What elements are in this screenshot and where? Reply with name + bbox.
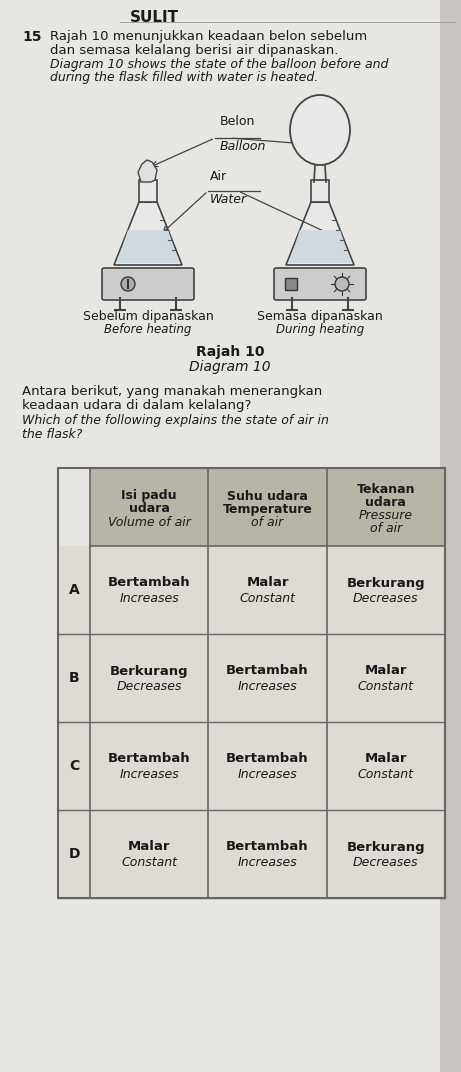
Ellipse shape [290,95,350,165]
Text: Tekanan: Tekanan [356,483,415,496]
Bar [58,810,445,898]
Text: Belon: Belon [220,115,255,128]
Text: Suhu udara: Suhu udara [227,490,308,503]
Text: Decreases: Decreases [353,592,419,605]
Text: Bertambah: Bertambah [108,753,190,765]
Text: Volume of air: Volume of air [108,516,190,528]
Text: Decreases: Decreases [117,680,182,693]
Text: Bertambah: Bertambah [108,577,190,590]
Text: Malar: Malar [365,753,407,765]
Text: Rajah 10 menunjukkan keadaan belon sebelum: Rajah 10 menunjukkan keadaan belon sebel… [50,30,367,43]
Text: Increases: Increases [119,592,179,605]
Bar [139,180,157,202]
Text: dan semasa kelalang berisi air dipanaskan.: dan semasa kelalang berisi air dipanaska… [50,44,338,57]
Polygon shape [114,202,182,265]
Text: Bertambah: Bertambah [226,753,309,765]
Bar [90,468,445,546]
Text: Temperature: Temperature [223,503,313,516]
Text: Before heating: Before heating [104,323,192,336]
Text: Pressure: Pressure [359,509,413,522]
Text: Diagram 10: Diagram 10 [189,360,271,374]
Text: Which of the following explains the state of air in: Which of the following explains the stat… [22,414,329,427]
Bar [285,278,297,291]
Polygon shape [117,230,179,263]
Text: Berkurang: Berkurang [347,840,425,853]
Text: Berkurang: Berkurang [347,577,425,590]
Polygon shape [138,160,157,182]
FancyBboxPatch shape [274,268,366,300]
Text: keadaan udara di dalam kelalang?: keadaan udara di dalam kelalang? [22,399,251,412]
Bar [311,180,329,202]
Text: of air: of air [370,522,402,535]
Text: Air: Air [210,170,227,183]
Text: D: D [68,847,80,861]
Text: Constant: Constant [358,680,414,693]
Text: udara: udara [129,503,170,516]
Circle shape [121,277,135,291]
Text: Increases: Increases [119,768,179,780]
Text: Bertambah: Bertambah [226,840,309,853]
Text: Semasa dipanaskan: Semasa dipanaskan [257,310,383,323]
Text: Diagram 10 shows the state of the balloon before and: Diagram 10 shows the state of the balloo… [50,58,388,71]
Bar [440,0,461,1072]
Text: Constant: Constant [358,768,414,780]
Polygon shape [286,202,354,265]
Text: B: B [69,671,79,685]
Text: Malar: Malar [246,577,289,590]
Text: Increases: Increases [237,768,297,780]
Text: the flask?: the flask? [22,428,83,441]
Text: Berkurang: Berkurang [110,665,189,678]
Text: During heating: During heating [276,323,364,336]
Text: Malar: Malar [128,840,171,853]
Text: Antara berikut, yang manakah menerangkan: Antara berikut, yang manakah menerangkan [22,385,322,398]
Text: C: C [69,759,79,773]
Polygon shape [289,230,351,263]
Circle shape [335,277,349,291]
Bar [58,468,445,898]
Bar [58,723,445,810]
Text: Decreases: Decreases [353,855,419,868]
Text: Sebelum dipanaskan: Sebelum dipanaskan [83,310,213,323]
Text: of air: of air [251,516,284,528]
Bar [58,546,445,634]
Text: Constant: Constant [121,855,177,868]
Text: SULIT: SULIT [130,10,179,25]
Text: Balloon: Balloon [220,140,266,153]
Text: Increases: Increases [237,855,297,868]
Text: Malar: Malar [365,665,407,678]
Text: during the flask filled with water is heated.: during the flask filled with water is he… [50,71,318,84]
Text: Isi padu: Isi padu [121,490,177,503]
Text: A: A [69,583,79,597]
Text: Increases: Increases [237,680,297,693]
Text: Constant: Constant [240,592,296,605]
Text: Rajah 10: Rajah 10 [196,345,264,359]
Text: 15: 15 [22,30,41,44]
Text: Bertambah: Bertambah [226,665,309,678]
FancyBboxPatch shape [102,268,194,300]
Text: Water: Water [210,193,247,206]
Text: udara: udara [366,496,406,509]
Bar [58,634,445,723]
